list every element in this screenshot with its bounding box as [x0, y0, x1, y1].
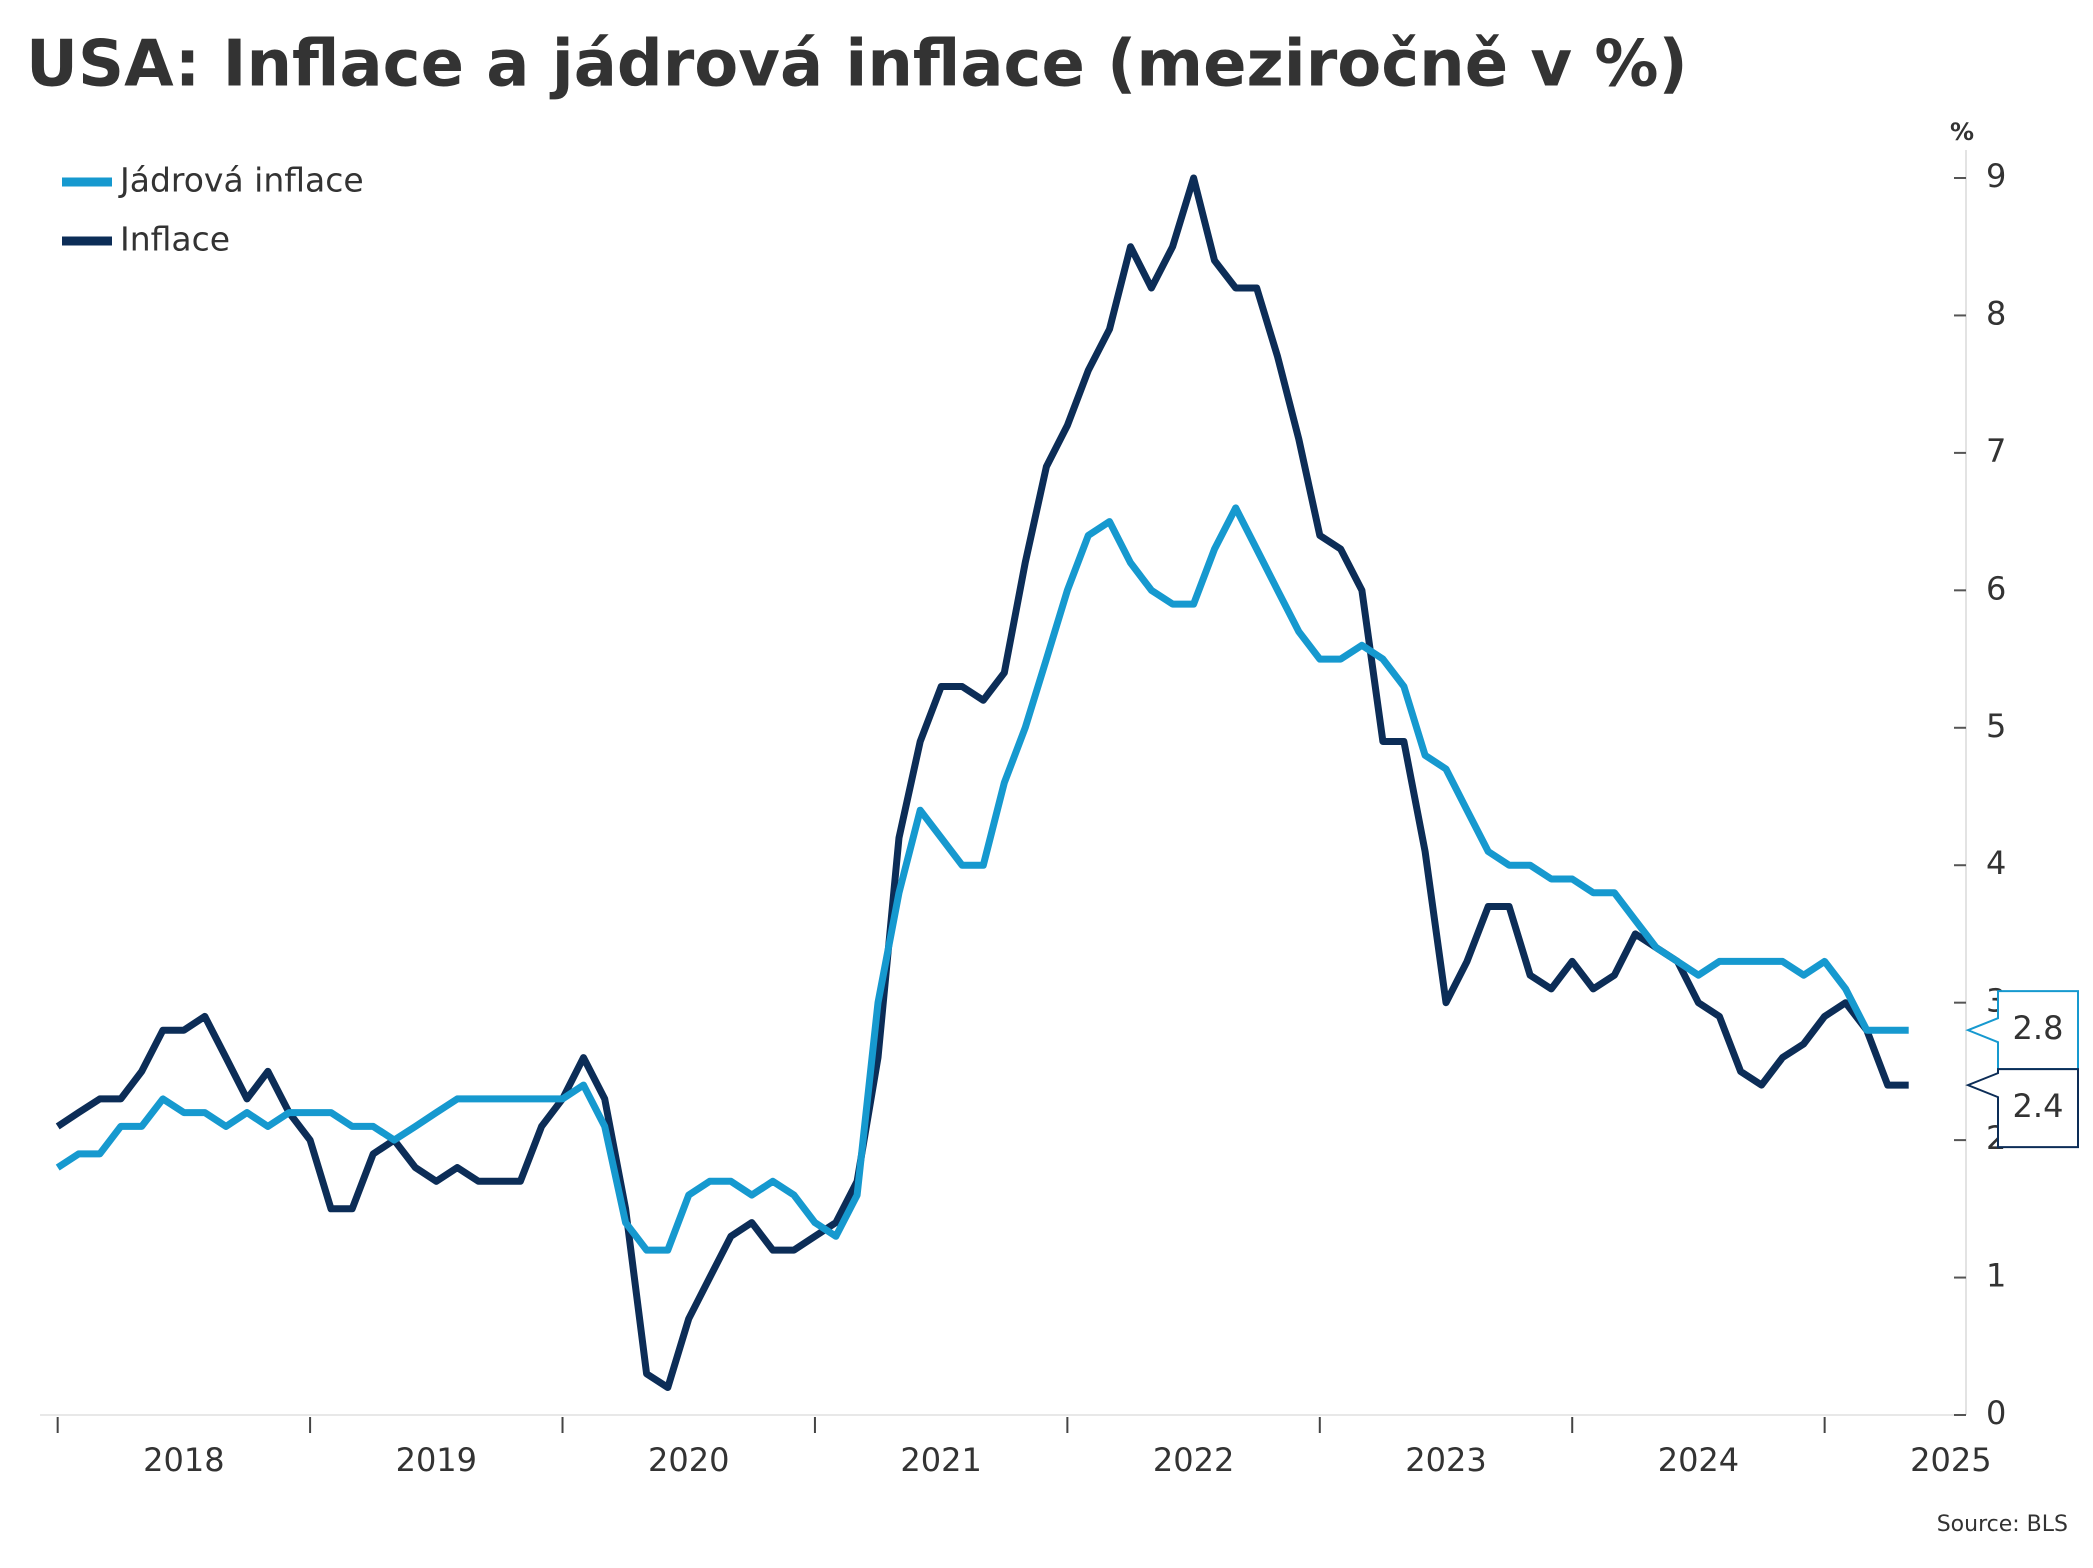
x-tick-label: 2019 — [396, 1441, 477, 1479]
y-tick-label: 1 — [1986, 1257, 2006, 1295]
x-tick-label: 2025 — [1910, 1441, 1991, 1479]
legend-label: Jádrová inflace — [118, 161, 364, 200]
y-tick-label: 5 — [1986, 707, 2006, 745]
series-line — [55, 174, 1909, 1391]
y-unit: % — [1950, 118, 1974, 146]
y-tick-label: 6 — [1986, 569, 2006, 607]
callout-label: 2.8 — [2013, 1009, 2064, 1047]
y-tick-label: 9 — [1986, 157, 2006, 195]
legend-label: Inflace — [120, 220, 230, 259]
callout-box — [1965, 990, 2079, 1071]
x-tick-label: 2022 — [1153, 1441, 1234, 1479]
source: Source: BLS — [1937, 1512, 2068, 1537]
y-tick-label: 4 — [1986, 844, 2006, 882]
y-tick-label: 8 — [1986, 294, 2006, 332]
chart-title: USA: Inflace a jádrová inflace (meziročn… — [26, 28, 1688, 102]
series-line — [55, 504, 1909, 1254]
x-tick-label: 2020 — [648, 1441, 729, 1479]
callout-box — [1965, 1068, 2079, 1149]
y-tick-label: 0 — [1986, 1394, 2006, 1432]
x-tick-label: 2021 — [900, 1441, 981, 1479]
x-tick-label: 2023 — [1405, 1441, 1486, 1479]
x-tick-label: 2018 — [143, 1441, 224, 1479]
x-tick-label: 2024 — [1658, 1441, 1739, 1479]
y-tick-label: 7 — [1986, 432, 2006, 470]
callout-label: 2.4 — [2013, 1087, 2064, 1125]
